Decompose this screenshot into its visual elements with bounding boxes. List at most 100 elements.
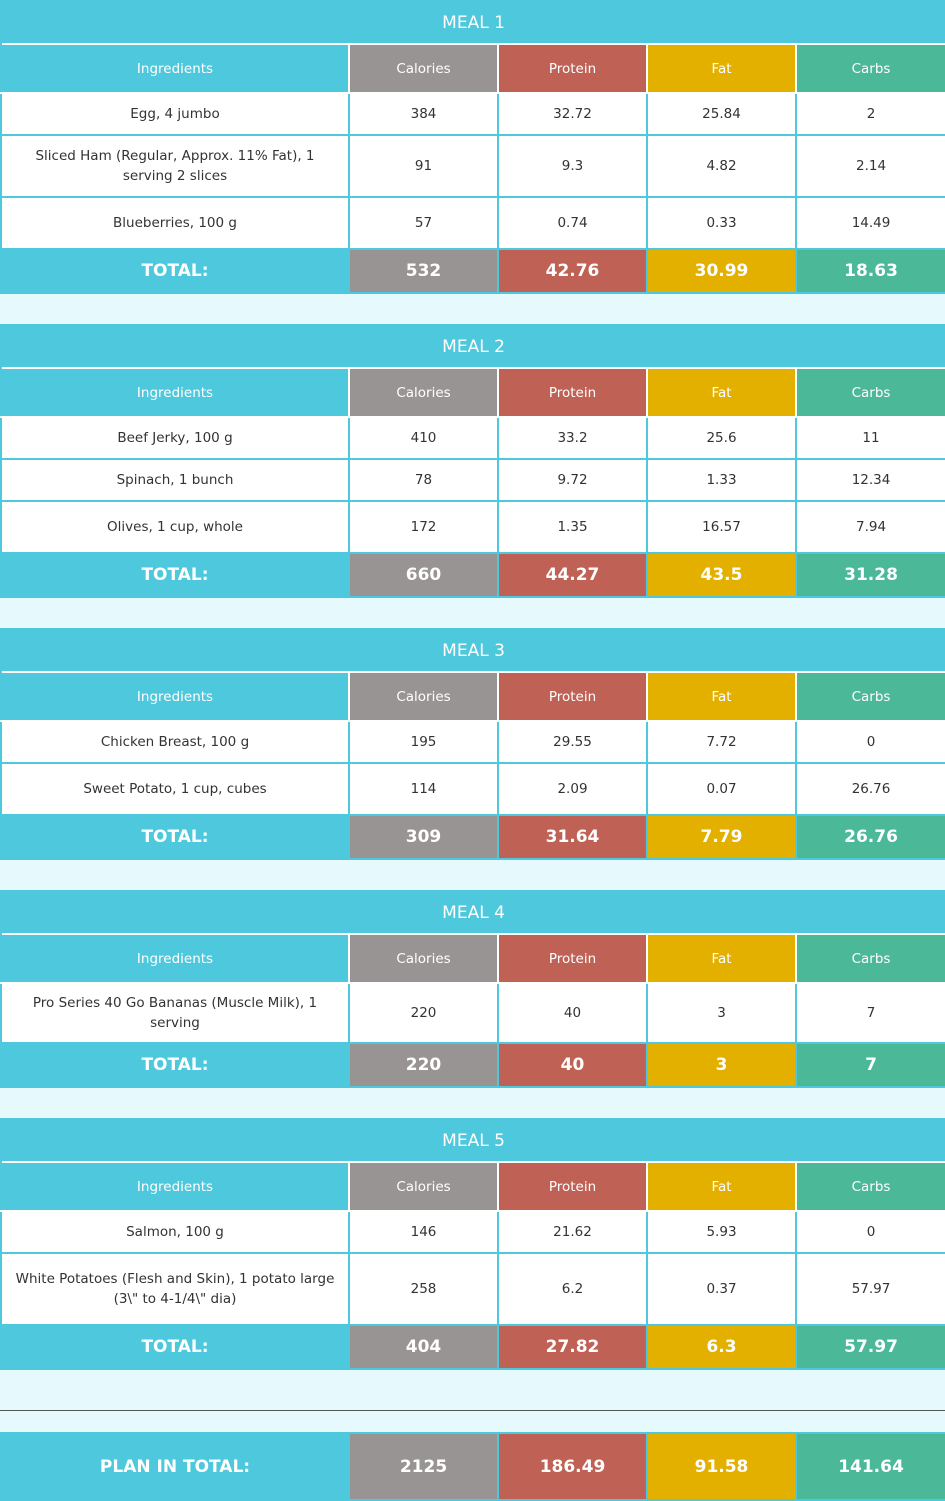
header-calories: Calories [348,43,499,94]
meal-title-row: MEAL 5 [0,1118,945,1162]
ingredient-carbs: 7 [794,982,945,1044]
ingredient-name: Sliced Ham (Regular, Approx. 11% Fat), 1… [0,134,350,198]
ingredient-fat: 4.82 [646,134,797,198]
column-header-row: Ingredients Calories Protein Fat Carbs [0,43,945,94]
meal-total-row: TOTAL: 309 31.64 7.79 26.76 [0,814,945,860]
meal-total-calories: 220 [348,1042,499,1088]
ingredient-protein: 40 [497,982,648,1044]
ingredient-calories: 114 [348,762,499,816]
meal-total-fat: 3 [646,1042,797,1088]
header-ingredients: Ingredients [0,933,350,984]
header-protein: Protein [497,671,648,722]
meal-total-fat: 7.79 [646,814,797,860]
ingredient-name: Olives, 1 cup, whole [0,500,350,554]
ingredient-fat: 3 [646,982,797,1044]
ingredient-calories: 91 [348,134,499,198]
ingredient-protein: 1.35 [497,500,648,554]
ingredient-calories: 195 [348,720,499,764]
header-carbs: Carbs [794,671,945,722]
meal-title: MEAL 1 [0,0,945,44]
ingredient-row: Sweet Potato, 1 cup, cubes 114 2.09 0.07 26.… [0,762,945,816]
header-calories: Calories [348,933,499,984]
ingredient-fat: 16.57 [646,500,797,554]
ingredient-name: Chicken Breast, 100 g [0,720,350,764]
header-carbs: Carbs [794,933,945,984]
header-calories: Calories [348,1161,499,1212]
ingredient-calories: 78 [348,458,499,502]
ingredient-carbs: 26.76 [794,762,945,816]
ingredient-row: Salmon, 100 g 146 21.62 5.93 0 [0,1210,945,1254]
header-protein: Protein [497,43,648,94]
ingredient-fat: 5.93 [646,1210,797,1254]
ingredient-protein: 21.62 [497,1210,648,1254]
header-fat: Fat [646,933,797,984]
ingredient-row: Sliced Ham (Regular, Approx. 11% Fat), 1… [0,134,945,198]
meal-total-protein: 31.64 [497,814,648,860]
ingredient-fat: 0.33 [646,196,797,250]
ingredient-fat: 1.33 [646,458,797,502]
meal-total-calories: 532 [348,248,499,294]
meal-title-row: MEAL 4 [0,890,945,934]
meal-spacer [0,1088,945,1118]
header-fat: Fat [646,43,797,94]
ingredient-protein: 29.55 [497,720,648,764]
plan-total-carbs: 141.64 [795,1432,945,1501]
ingredient-carbs: 7.94 [794,500,945,554]
meal-title: MEAL 3 [0,628,945,672]
meal-total-protein: 44.27 [497,552,648,598]
meal-total-fat: 6.3 [646,1324,797,1370]
column-header-row: Ingredients Calories Protein Fat Carbs [0,1161,945,1212]
ingredient-row: Chicken Breast, 100 g 195 29.55 7.72 0 [0,720,945,764]
meal-spacer [0,294,945,324]
meal-spacer [0,598,945,628]
header-ingredients: Ingredients [0,1161,350,1212]
ingredient-carbs: 2.14 [794,134,945,198]
meal-total-label: TOTAL: [0,814,350,860]
meal-total-calories: 309 [348,814,499,860]
header-calories: Calories [348,671,499,722]
meal-total-protein: 40 [497,1042,648,1088]
meal-total-carbs: 18.63 [794,248,945,294]
meal-total-row: TOTAL: 532 42.76 30.99 18.63 [0,248,945,294]
meals-container: MEAL 1 Ingredients Calories Protein Fat Carbs… [0,0,945,1400]
ingredient-carbs: 12.34 [794,458,945,502]
meal-title-row: MEAL 2 [0,324,945,368]
meal-total-fat: 30.99 [646,248,797,294]
header-fat: Fat [646,367,797,418]
ingredient-name: Salmon, 100 g [0,1210,350,1254]
ingredient-calories: 258 [348,1252,499,1326]
ingredient-carbs: 57.97 [794,1252,945,1326]
meal-total-protein: 42.76 [497,248,648,294]
ingredient-protein: 9.3 [497,134,648,198]
ingredient-row: Olives, 1 cup, whole 172 1.35 16.57 7.94 [0,500,945,554]
ingredient-protein: 32.72 [497,92,648,136]
ingredient-carbs: 14.49 [794,196,945,250]
ingredient-name: Spinach, 1 bunch [0,458,350,502]
meal-total-carbs: 26.76 [794,814,945,860]
ingredient-row: White Potatoes (Flesh and Skin), 1 potat… [0,1252,945,1326]
meal-spacer [0,860,945,890]
meal-table: MEAL 3 Ingredients Calories Protein Fat Carbs… [0,628,945,860]
ingredient-name: Blueberries, 100 g [0,196,350,250]
ingredient-fat: 0.37 [646,1252,797,1326]
meal-total-label: TOTAL: [0,1042,350,1088]
ingredient-calories: 384 [348,92,499,136]
ingredient-carbs: 0 [794,1210,945,1254]
meal-total-carbs: 31.28 [794,552,945,598]
meal-table: MEAL 1 Ingredients Calories Protein Fat Carbs… [0,0,945,294]
meal-spacer [0,1370,945,1400]
header-carbs: Carbs [794,43,945,94]
meal-title: MEAL 4 [0,890,945,934]
ingredient-protein: 2.09 [497,762,648,816]
ingredient-protein: 9.72 [497,458,648,502]
ingredient-row: Blueberries, 100 g 57 0.74 0.33 14.49 [0,196,945,250]
ingredient-carbs: 11 [794,416,945,460]
meal-title: MEAL 2 [0,324,945,368]
header-fat: Fat [646,1161,797,1212]
ingredient-calories: 410 [348,416,499,460]
plan-total-protein: 186.49 [497,1432,648,1501]
ingredient-row: Spinach, 1 bunch 78 9.72 1.33 12.34 [0,458,945,502]
meal-total-label: TOTAL: [0,248,350,294]
meal-title-row: MEAL 3 [0,628,945,672]
